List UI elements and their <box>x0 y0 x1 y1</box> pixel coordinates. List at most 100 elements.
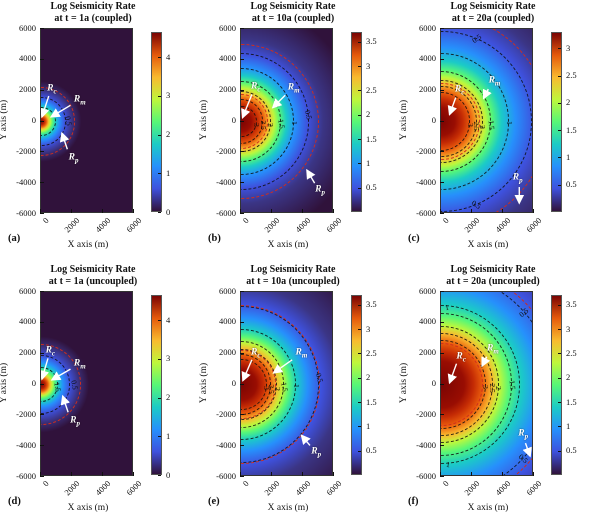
y-tick-label: 6000 <box>219 22 236 33</box>
y-tick-mark <box>40 414 44 416</box>
colorbar-tick-mark <box>358 90 361 92</box>
x-tick-label: 0 <box>40 478 51 489</box>
x-tick-label: 2000 <box>462 478 482 498</box>
x-axis-label: X axis (m) <box>267 240 309 250</box>
y-tick-label: 0 <box>31 115 36 125</box>
y-tick-label: -2000 <box>16 145 36 156</box>
colorbar-tick-label: 3 <box>566 323 571 334</box>
panel-a: Log Seismicity Rate at t = 1a (coupled) 0.… <box>0 0 200 263</box>
colorbar-tick-label: 3 <box>366 323 371 334</box>
annotation-subscript: p <box>524 432 529 441</box>
y-tick-mark <box>440 28 444 29</box>
y-tick-mark <box>40 28 44 29</box>
y-tick-label: -4000 <box>16 176 36 187</box>
x-tick-mark <box>302 209 303 213</box>
colorbar-tick-mark <box>158 95 161 97</box>
colorbar-tick-label: 0.5 <box>566 179 577 190</box>
panel-title: Log Seismicity Rate at t = 1a (uncoupled) <box>8 264 178 288</box>
x-tick-mark <box>71 209 72 213</box>
y-tick-mark <box>440 321 444 323</box>
annotation-label: Rc <box>456 351 466 363</box>
colorbar-tick-label: 3 <box>166 353 171 364</box>
annotation-label: Rm <box>487 343 499 356</box>
y-tick-mark <box>440 414 444 416</box>
x-tick-mark <box>302 472 303 476</box>
panel-letter: (b) <box>208 233 221 244</box>
colorbar-tick-mark <box>558 48 561 50</box>
y-tick-label: 4000 <box>419 53 436 64</box>
colorbar-tick-mark <box>358 329 361 331</box>
y-tick-label: -6000 <box>16 207 36 218</box>
y-tick-label: 0 <box>231 115 236 125</box>
y-tick-mark <box>240 182 244 184</box>
colorbar-tick-mark <box>158 212 161 213</box>
heatmap-plot-area: 0.5 Rc Rm Rp <box>40 28 133 213</box>
colorbar-tick-mark <box>558 450 561 452</box>
y-tick-mark <box>40 58 44 60</box>
annotation-label: Rc <box>47 83 57 96</box>
title-line-1: Log Seismicity Rate <box>250 1 336 12</box>
panel-f: Log Seismicity Rate at t = 20a (uncoupled… <box>399 263 600 526</box>
contour-label: 1 <box>290 121 300 125</box>
y-tick-label: -6000 <box>416 470 436 481</box>
y-tick-mark <box>40 383 44 385</box>
x-tick-label: 2000 <box>462 215 482 235</box>
title-line-2: at t = 20a (coupled) <box>451 13 535 24</box>
colorbar-tick-label: 4 <box>166 314 171 325</box>
x-tick-label: 6000 <box>524 215 544 235</box>
x-tick-mark <box>271 472 272 476</box>
y-tick-label: -2000 <box>216 145 236 156</box>
y-tick-label: -4000 <box>216 176 236 187</box>
panel-title: Log Seismicity Rate at t = 10a (uncoupled… <box>208 264 378 288</box>
colorbar-tick-label: 3.5 <box>366 299 377 310</box>
y-tick-mark <box>40 445 44 447</box>
colorbar-tick-label: 0.5 <box>566 445 577 456</box>
colorbar-tick-label: 2 <box>166 129 171 140</box>
annotation-subscript: p <box>519 176 523 185</box>
x-tick-mark <box>502 209 503 213</box>
y-axis-label: Y axis (m) <box>399 362 409 404</box>
x-tick-label: 6000 <box>124 215 144 235</box>
y-tick-mark <box>440 383 444 385</box>
x-tick-mark <box>40 472 41 476</box>
annotation-subscript: m <box>493 347 499 356</box>
x-tick-label: 4000 <box>293 478 313 498</box>
y-tick-mark <box>40 352 44 354</box>
x-tick-mark <box>133 472 134 476</box>
y-tick-label: 2000 <box>219 347 236 358</box>
colorbar <box>351 32 362 212</box>
colorbar-tick-label: 3 <box>166 90 171 101</box>
colorbar-tick-mark <box>558 329 561 331</box>
y-tick-mark <box>40 182 44 184</box>
colorbar-tick-mark <box>158 436 161 438</box>
y-tick-mark <box>40 151 44 153</box>
x-tick-mark <box>240 209 241 213</box>
y-tick-label: 6000 <box>419 285 436 296</box>
x-tick-mark <box>133 209 134 213</box>
y-tick-mark <box>240 120 244 122</box>
x-tick-mark <box>440 209 441 213</box>
annotation-label: Rc <box>454 84 465 97</box>
y-tick-label: 2000 <box>19 347 36 358</box>
y-tick-label: -4000 <box>416 439 436 450</box>
colorbar-tick-mark <box>558 353 561 355</box>
x-tick-mark <box>333 209 334 213</box>
colorbar-tick-mark <box>358 41 361 43</box>
title-line-1: Log Seismicity Rate <box>50 1 136 12</box>
colorbar-tick-label: 1 <box>166 430 171 441</box>
annotation-subscript: m <box>301 351 308 360</box>
colorbar-tick-label: 1 <box>366 157 371 168</box>
annotation-label: Rm <box>287 82 300 95</box>
panel-title: Log Seismicity Rate at t = 1a (coupled) <box>8 1 178 25</box>
y-axis-label: Y axis (m) <box>0 362 9 404</box>
colorbar <box>551 295 562 475</box>
y-tick-label: 0 <box>231 378 236 388</box>
colorbar-tick-mark <box>158 320 161 322</box>
x-tick-label: 2000 <box>62 478 82 498</box>
annotation-subscript: m <box>494 79 501 88</box>
panel-b: Log Seismicity Rate at t = 10a (coupled) 3… <box>199 0 400 263</box>
colorbar-tick-mark <box>558 304 561 306</box>
x-axis-label: X axis (m) <box>267 503 309 513</box>
colorbar-tick-label: 2 <box>566 97 571 108</box>
